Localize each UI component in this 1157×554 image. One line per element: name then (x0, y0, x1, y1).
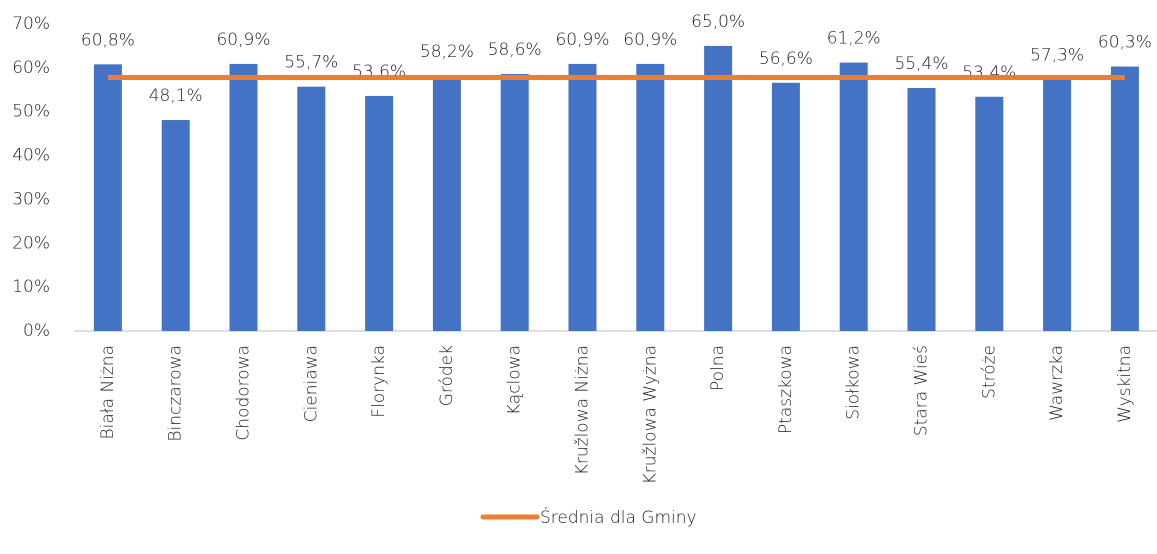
y-tick-label: 40% (12, 146, 50, 166)
x-tick-label: Gródek (437, 345, 457, 406)
y-tick-label: 70% (12, 14, 50, 34)
x-tick-label: Wyskitna (1115, 345, 1135, 423)
bar (432, 75, 461, 331)
x-tick-label: Kąclowa (505, 345, 525, 415)
bar (365, 95, 394, 331)
data-label: 60,8% (81, 30, 135, 50)
y-tick-label: 20% (12, 233, 50, 253)
data-label: 60,9% (555, 30, 609, 50)
bar (161, 120, 190, 331)
bar (297, 86, 326, 331)
data-label: 55,4% (894, 54, 948, 74)
bar (500, 73, 529, 332)
x-tick-label: Kružlowa Niżna (573, 345, 593, 475)
x-tick-label: Chodorowa (234, 345, 254, 441)
x-tick-label: Kružlowa Wyżna (640, 345, 660, 484)
bar (839, 62, 868, 331)
x-tick-label: Stróże (979, 345, 999, 399)
y-tick-label: 50% (12, 102, 50, 122)
data-label: 60,3% (1098, 33, 1152, 53)
data-label: 61,2% (827, 29, 881, 49)
y-tick-label: 30% (12, 189, 50, 209)
y-tick-label: 60% (12, 58, 50, 78)
data-label: 58,6% (488, 40, 542, 60)
x-tick-label: Binczarowa (166, 345, 186, 442)
bar (771, 82, 800, 331)
x-tick-label: Cieniawa (301, 345, 321, 422)
data-label: 60,9% (623, 30, 677, 50)
y-tick-label: 10% (12, 277, 50, 297)
bar (93, 64, 122, 331)
data-label: 48,1% (149, 86, 203, 106)
y-tick-label: 0% (23, 321, 50, 341)
bar (636, 63, 665, 331)
data-label: 56,6% (759, 49, 813, 69)
x-tick-label: Siołkowa (844, 345, 864, 420)
bar (1110, 66, 1139, 331)
bar (975, 96, 1004, 331)
x-tick-label: Florynka (369, 345, 389, 418)
data-label: 60,9% (216, 30, 270, 50)
bar (568, 63, 597, 331)
x-tick-label: Stara Wieś (912, 345, 932, 436)
bar (704, 45, 733, 332)
legend-label: Średnia dla Gminy (540, 506, 697, 528)
x-tick-label: Ptaszkowa (776, 345, 796, 434)
data-label: 57,3% (1030, 46, 1084, 66)
data-label: 55,7% (284, 53, 338, 73)
x-tick-label: Biała Niżna (98, 345, 118, 439)
data-label: 65,0% (691, 12, 745, 32)
bar (229, 63, 258, 331)
data-label: 58,2% (420, 42, 474, 62)
bar (907, 88, 936, 331)
x-tick-label: Polna (708, 345, 728, 391)
x-tick-label: Wawrzka (1047, 345, 1067, 421)
bar (1043, 79, 1072, 331)
